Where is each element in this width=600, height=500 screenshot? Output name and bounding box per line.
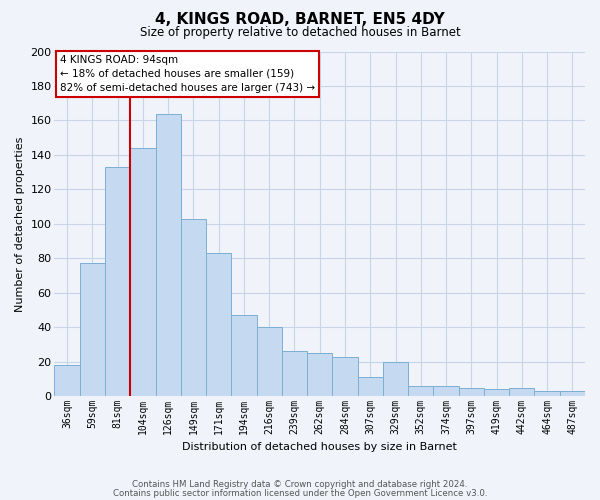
Bar [232,315,257,396]
Bar [130,148,155,396]
Text: 4, KINGS ROAD, BARNET, EN5 4DY: 4, KINGS ROAD, BARNET, EN5 4DY [155,12,445,28]
Bar [80,264,105,396]
Text: 4 KINGS ROAD: 94sqm
← 18% of detached houses are smaller (159)
82% of semi-detac: 4 KINGS ROAD: 94sqm ← 18% of detached ho… [60,55,315,93]
X-axis label: Distribution of detached houses by size in Barnet: Distribution of detached houses by size … [182,442,457,452]
Bar [155,114,181,396]
Bar [181,218,206,396]
Bar [560,391,585,396]
Bar [509,388,535,396]
Bar [282,352,307,396]
Bar [332,356,358,396]
Text: Contains public sector information licensed under the Open Government Licence v3: Contains public sector information licen… [113,489,487,498]
Y-axis label: Number of detached properties: Number of detached properties [15,136,25,312]
Bar [433,386,458,396]
Bar [358,377,383,396]
Bar [484,389,509,396]
Text: Size of property relative to detached houses in Barnet: Size of property relative to detached ho… [140,26,460,39]
Bar [206,253,232,396]
Text: Contains HM Land Registry data © Crown copyright and database right 2024.: Contains HM Land Registry data © Crown c… [132,480,468,489]
Bar [257,327,282,396]
Bar [383,362,408,396]
Bar [408,386,433,396]
Bar [105,167,130,396]
Bar [55,365,80,396]
Bar [535,391,560,396]
Bar [307,353,332,396]
Bar [458,388,484,396]
